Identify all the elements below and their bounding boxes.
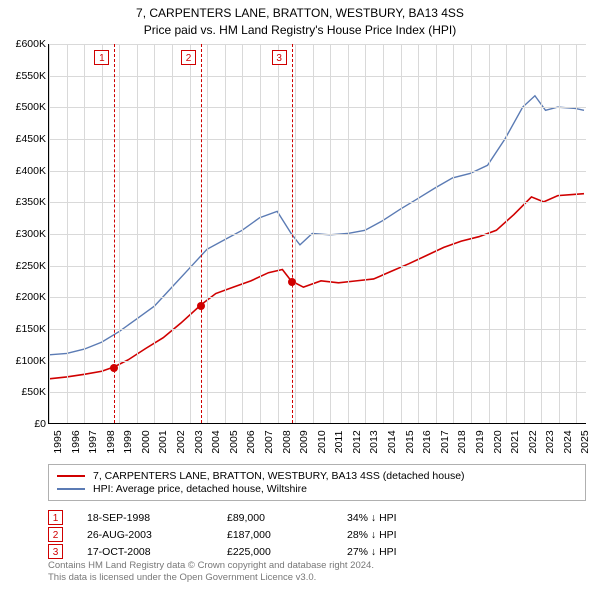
event-marker-3: 3 <box>48 544 63 559</box>
event-marker-1: 1 <box>48 510 63 525</box>
y-tick-label: £600K <box>2 38 46 50</box>
x-tick-label: 2001 <box>157 430 169 453</box>
x-tick-label: 2004 <box>210 430 222 453</box>
event-row-2: 2 26-AUG-2003 £187,000 28% ↓ HPI <box>48 527 586 542</box>
x-tick-label: 2016 <box>421 430 433 453</box>
series-property <box>49 194 584 379</box>
x-tick-label: 1996 <box>70 430 82 453</box>
y-tick-label: £300K <box>2 228 46 240</box>
x-tick-label: 2020 <box>492 430 504 453</box>
y-tick-label: £400K <box>2 165 46 177</box>
x-tick-label: 2003 <box>193 430 205 453</box>
event-flag-2: 2 <box>181 50 196 65</box>
series-hpi <box>49 96 584 355</box>
x-tick-label: 1998 <box>105 430 117 453</box>
legend-item-property: 7, CARPENTERS LANE, BRATTON, WESTBURY, B… <box>57 470 577 482</box>
events-table: 1 18-SEP-1998 £89,000 34% ↓ HPI 2 26-AUG… <box>48 508 586 561</box>
y-tick-label: £550K <box>2 70 46 82</box>
event-marker-2: 2 <box>48 527 63 542</box>
x-tick-label: 2006 <box>245 430 257 453</box>
x-tick-label: 2018 <box>456 430 468 453</box>
event-price-3: £225,000 <box>227 546 347 558</box>
chart-plot-area: 1 2 3 <box>48 44 586 424</box>
x-tick-label: 2023 <box>544 430 556 453</box>
event-flag-3: 3 <box>272 50 287 65</box>
event-point-1 <box>110 364 118 372</box>
x-tick-label: 2021 <box>509 430 521 453</box>
legend-swatch-property <box>57 475 85 477</box>
y-tick-label: £150K <box>2 323 46 335</box>
x-tick-label: 2007 <box>263 430 275 453</box>
footer-attribution: Contains HM Land Registry data © Crown c… <box>48 560 374 585</box>
x-tick-label: 2015 <box>404 430 416 453</box>
x-tick-label: 2010 <box>316 430 328 453</box>
x-tick-label: 2002 <box>175 430 187 453</box>
footer-line-1: Contains HM Land Registry data © Crown c… <box>48 560 374 572</box>
x-tick-label: 2012 <box>351 430 363 453</box>
footer-line-2: This data is licensed under the Open Gov… <box>48 572 374 584</box>
chart-title: 7, CARPENTERS LANE, BRATTON, WESTBURY, B… <box>0 6 600 20</box>
event-date-3: 17-OCT-2008 <box>87 546 227 558</box>
event-price-1: £89,000 <box>227 512 347 524</box>
x-tick-label: 1995 <box>52 430 64 453</box>
y-tick-label: £100K <box>2 355 46 367</box>
x-tick-label: 2008 <box>281 430 293 453</box>
x-tick-label: 1999 <box>122 430 134 453</box>
title-block: 7, CARPENTERS LANE, BRATTON, WESTBURY, B… <box>0 0 600 37</box>
x-tick-label: 2019 <box>474 430 486 453</box>
y-tick-label: £350K <box>2 196 46 208</box>
y-tick-label: £250K <box>2 260 46 272</box>
y-tick-label: £500K <box>2 101 46 113</box>
x-tick-label: 1997 <box>87 430 99 453</box>
legend-box: 7, CARPENTERS LANE, BRATTON, WESTBURY, B… <box>48 464 586 501</box>
y-tick-label: £450K <box>2 133 46 145</box>
event-delta-2: 28% ↓ HPI <box>347 529 487 541</box>
x-tick-label: 2025 <box>579 430 591 453</box>
x-tick-label: 2009 <box>298 430 310 453</box>
legend-label-hpi: HPI: Average price, detached house, Wilt… <box>93 483 307 495</box>
x-tick-label: 2022 <box>527 430 539 453</box>
event-delta-1: 34% ↓ HPI <box>347 512 487 524</box>
x-tick-label: 2005 <box>228 430 240 453</box>
x-tick-label: 2011 <box>333 431 345 454</box>
event-row-3: 3 17-OCT-2008 £225,000 27% ↓ HPI <box>48 544 586 559</box>
event-point-3 <box>288 278 296 286</box>
x-tick-label: 2013 <box>368 430 380 453</box>
x-tick-label: 2024 <box>562 430 574 453</box>
legend-item-hpi: HPI: Average price, detached house, Wilt… <box>57 483 577 495</box>
x-tick-label: 2000 <box>140 430 152 453</box>
legend-swatch-hpi <box>57 488 85 490</box>
event-date-1: 18-SEP-1998 <box>87 512 227 524</box>
chart-subtitle: Price paid vs. HM Land Registry's House … <box>0 23 600 37</box>
y-tick-label: £50K <box>2 386 46 398</box>
y-tick-label: £0 <box>2 418 46 430</box>
event-flag-1: 1 <box>94 50 109 65</box>
event-row-1: 1 18-SEP-1998 £89,000 34% ↓ HPI <box>48 510 586 525</box>
event-date-2: 26-AUG-2003 <box>87 529 227 541</box>
legend-label-property: 7, CARPENTERS LANE, BRATTON, WESTBURY, B… <box>93 470 465 482</box>
event-delta-3: 27% ↓ HPI <box>347 546 487 558</box>
y-tick-label: £200K <box>2 291 46 303</box>
x-tick-label: 2014 <box>386 430 398 453</box>
event-point-2 <box>197 302 205 310</box>
x-tick-label: 2017 <box>439 430 451 453</box>
event-price-2: £187,000 <box>227 529 347 541</box>
